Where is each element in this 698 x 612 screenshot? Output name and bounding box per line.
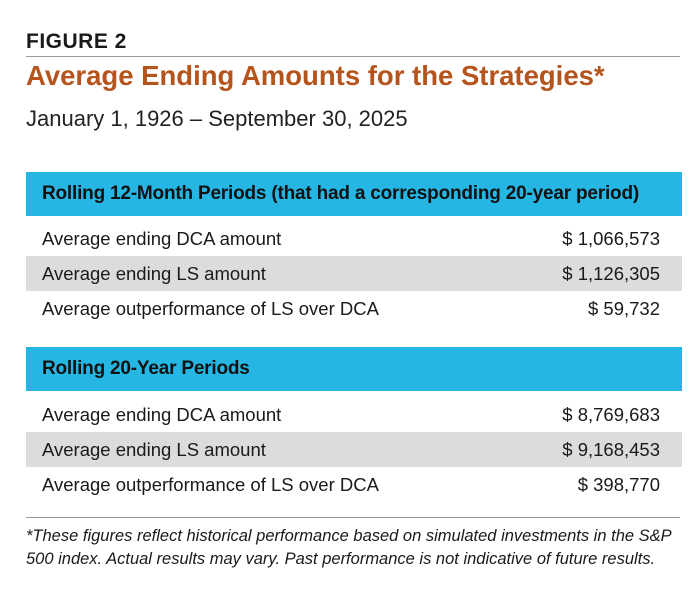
bottom-divider xyxy=(26,517,680,518)
table-row: Average outperformance of LS over DCA $ … xyxy=(26,467,682,502)
row-value: $ 8,769,683 xyxy=(562,403,660,425)
row-label: Average ending LS amount xyxy=(42,262,266,284)
table-row: Average ending LS amount $ 9,168,453 xyxy=(26,432,682,467)
row-value: $ 398,770 xyxy=(577,473,660,495)
section-1-header: Rolling 12-Month Periods (that had a cor… xyxy=(26,172,682,216)
row-value: $ 9,168,453 xyxy=(562,438,660,460)
table-row: Average ending DCA amount $ 8,769,683 xyxy=(26,397,682,432)
row-label: Average ending DCA amount xyxy=(42,403,282,425)
row-label: Average outperformance of LS over DCA xyxy=(42,473,379,495)
row-label: Average ending LS amount xyxy=(42,438,266,460)
row-value: $ 1,066,573 xyxy=(562,227,660,249)
footnote: *These figures reflect historical perfor… xyxy=(26,527,672,568)
section-2-header: Rolling 20-Year Periods xyxy=(26,347,682,391)
figure-subtitle: January 1, 1926 – September 30, 2025 xyxy=(26,106,408,131)
row-label: Average ending DCA amount xyxy=(42,227,282,249)
figure-label: FIGURE 2 xyxy=(26,30,127,53)
top-divider xyxy=(26,56,680,57)
row-value: $ 59,732 xyxy=(587,297,660,319)
table-row: Average ending LS amount $ 1,126,305 xyxy=(26,256,682,291)
figure-title: Average Ending Amounts for the Strategie… xyxy=(26,60,605,91)
table-row: Average outperformance of LS over DCA $ … xyxy=(26,291,682,326)
row-label: Average outperformance of LS over DCA xyxy=(42,297,379,319)
table-row: Average ending DCA amount $ 1,066,573 xyxy=(26,221,682,256)
row-value: $ 1,126,305 xyxy=(562,262,660,284)
